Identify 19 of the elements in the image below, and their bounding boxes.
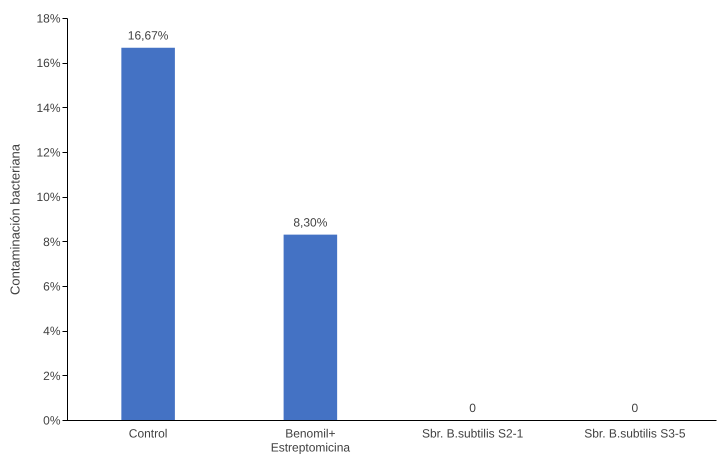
y-tick-label: 0% [43,414,61,428]
y-tick-label: 4% [43,324,61,338]
y-tick-label: 18% [36,12,61,26]
y-tick-label: 14% [36,100,61,115]
data-label: 0 [632,401,639,415]
x-tick-label: Benomil+ Estreptomicina [270,426,350,454]
y-tick-label: 2% [43,368,61,383]
y-tick-label: 12% [36,146,61,160]
x-tick-label: Sbr. B.subtilis S2-1 [422,426,524,440]
x-tick-label: Control [128,426,168,440]
y-tick-label: 16% [36,56,61,70]
data-label: 8,30% [293,216,328,230]
data-label: 16,67% [128,28,169,43]
data-label: 0 [469,401,476,415]
y-tick-label: 8% [43,234,61,249]
y-tick-label: 10% [36,190,61,204]
x-tick-label: Sbr. B.subtilis S3-5 [584,426,686,440]
y-tick-label: 6% [43,280,61,294]
y-axis-title: Contaminación bacteriana [7,143,22,296]
